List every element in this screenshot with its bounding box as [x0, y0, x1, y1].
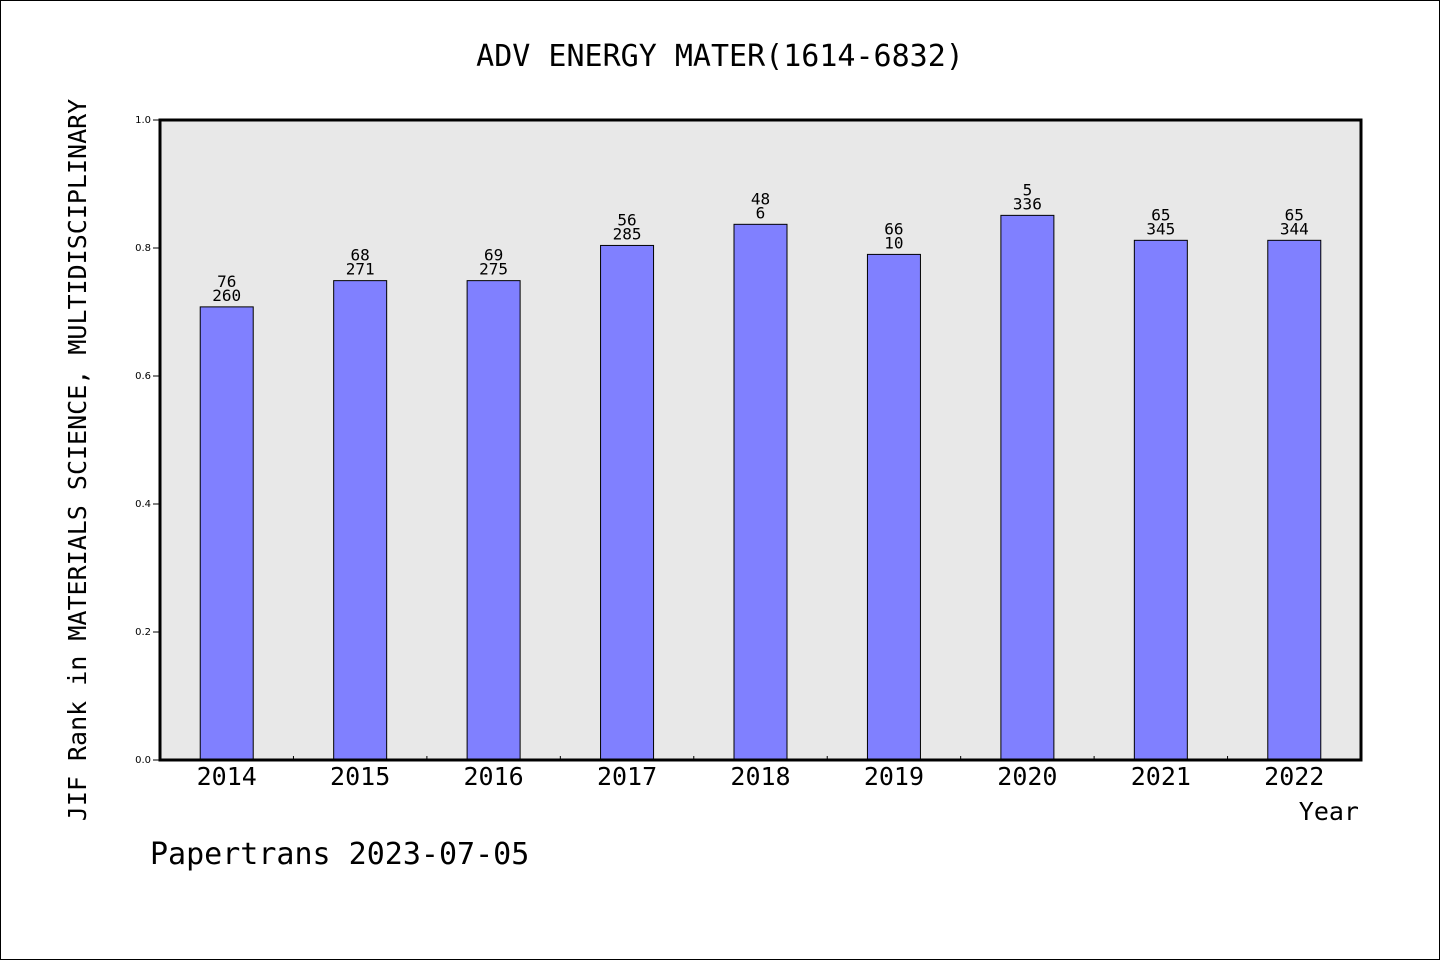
y-tick-label: 0.2 — [135, 627, 151, 638]
bar-label-top: 56 — [617, 210, 636, 229]
footer-credit: Papertrans 2023-07-05 — [150, 837, 529, 872]
plot-border — [158, 118, 1363, 762]
bar — [866, 253, 921, 761]
bar — [1000, 214, 1055, 761]
bar-label-bottom: 275 — [479, 260, 508, 279]
bar-label-top: 5 — [1023, 180, 1033, 199]
y-tick-label: 0.0 — [135, 755, 151, 766]
x-tick-label: 2016 — [464, 762, 524, 791]
x-tick-label: 2017 — [597, 762, 657, 791]
x-tick-label: 2021 — [1131, 762, 1191, 791]
bar-label-bottom: 271 — [346, 260, 375, 279]
bar-label-top: 76 — [217, 272, 236, 291]
bar — [1267, 239, 1322, 761]
x-tick-label: 2014 — [197, 762, 257, 791]
bar — [1133, 239, 1188, 761]
bar-label-bottom: 336 — [1013, 194, 1042, 213]
x-tick-label: 2019 — [864, 762, 924, 791]
y-tick-label: 0.8 — [135, 243, 151, 254]
y-tick-label: 0.6 — [135, 371, 151, 382]
bar-label-bottom: 285 — [613, 224, 642, 243]
bar — [733, 223, 788, 761]
bar-label-top: 65 — [1285, 205, 1304, 224]
bar-label-bottom: 6 — [756, 203, 766, 222]
x-tick-label: 2015 — [330, 762, 390, 791]
chart-title: ADV ENERGY MATER(1614-6832) — [476, 39, 964, 74]
bar-label-top: 48 — [751, 189, 770, 208]
bar-label-top: 68 — [351, 246, 370, 265]
bar-label-top: 65 — [1151, 205, 1170, 224]
bar — [333, 280, 388, 761]
x-tick-label: 2018 — [730, 762, 790, 791]
x-tick-label: 2022 — [1264, 762, 1324, 791]
bar-label-bottom: 344 — [1280, 219, 1309, 238]
x-axis-label: Year — [1299, 797, 1359, 826]
x-tick-label: 2020 — [997, 762, 1057, 791]
bar-label-bottom: 260 — [212, 286, 241, 305]
bar-label-top: 66 — [884, 219, 903, 238]
bar — [600, 244, 655, 761]
y-tick-label: 1.0 — [135, 115, 151, 126]
bar — [199, 306, 254, 761]
bar-label-top: 69 — [484, 246, 503, 265]
y-axis-label: JIF Rank in MATERIALS SCIENCE, MULTIDISC… — [63, 99, 92, 821]
bar — [466, 280, 521, 761]
y-tick-label: 0.4 — [135, 499, 151, 510]
bar-label-bottom: 10 — [884, 233, 903, 252]
bar-label-bottom: 345 — [1146, 219, 1175, 238]
